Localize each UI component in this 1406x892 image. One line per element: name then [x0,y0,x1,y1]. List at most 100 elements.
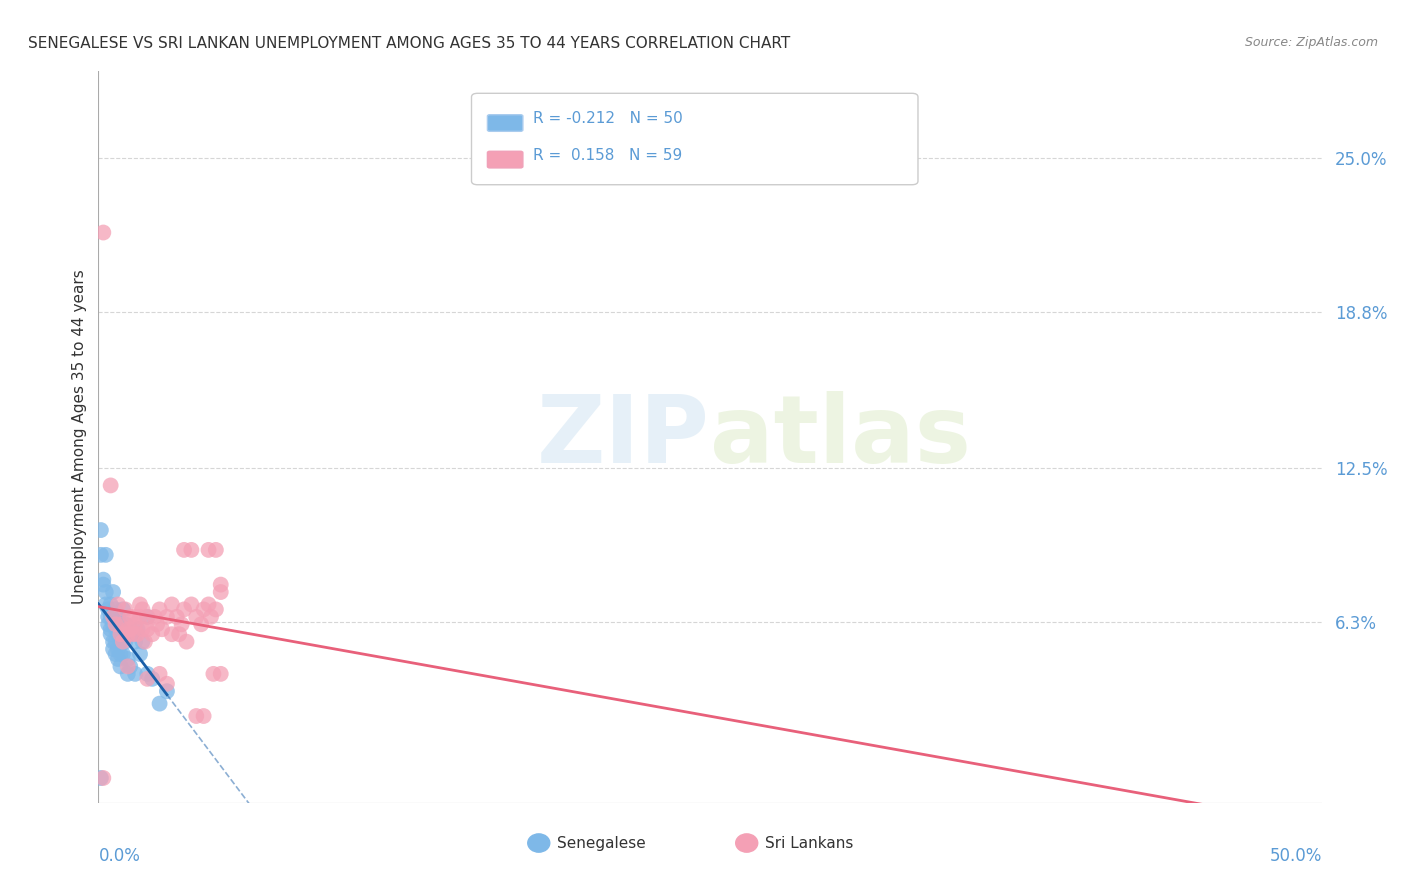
Point [156,684,179,698]
Point [101,617,124,632]
Point [120,627,142,641]
Point [101,634,124,648]
Point [205,542,228,557]
Point [186,610,208,624]
Point [149,697,172,711]
FancyBboxPatch shape [488,115,523,131]
Point [91,577,114,591]
Point [97,602,120,616]
Point [129,598,152,612]
FancyBboxPatch shape [471,94,918,185]
Point [124,617,146,632]
Point [205,602,228,616]
Point [107,598,129,612]
Point [197,598,219,612]
Point [156,610,179,624]
Point [97,617,120,632]
Point [186,709,208,723]
Point [114,617,136,632]
Point [170,617,193,632]
Text: Sri Lankans: Sri Lankans [765,836,853,851]
Point [136,672,159,686]
Point [129,647,152,661]
Point [100,598,122,612]
Point [149,602,172,616]
Point [173,542,195,557]
Point [101,585,124,599]
Point [160,598,183,612]
Ellipse shape [735,834,758,852]
Point [97,610,120,624]
Point [101,642,124,657]
Point [136,610,159,624]
Point [107,642,129,657]
Point [110,617,132,632]
Point [146,617,169,632]
Point [110,627,132,641]
Point [193,602,215,616]
Point [100,622,122,636]
Point [141,627,163,641]
Point [104,602,127,616]
Point [100,478,122,492]
Point [91,573,114,587]
Point [100,627,122,641]
Point [104,617,127,632]
Point [117,622,139,636]
Point [104,622,127,636]
Point [90,771,112,785]
Point [94,585,117,599]
Point [180,542,202,557]
Point [209,577,232,591]
Text: 50.0%: 50.0% [1270,847,1322,864]
Point [134,634,156,648]
Point [136,610,159,624]
Text: Source: ZipAtlas.com: Source: ZipAtlas.com [1244,36,1378,49]
Point [131,634,153,648]
Text: 0.0%: 0.0% [98,847,141,864]
Point [117,666,139,681]
Point [124,666,146,681]
Point [136,666,159,681]
Point [111,647,134,661]
Point [131,622,153,636]
Text: ZIP: ZIP [537,391,710,483]
Point [156,677,179,691]
Point [149,666,172,681]
Text: atlas: atlas [710,391,972,483]
Point [160,627,183,641]
Point [167,627,190,641]
Point [114,602,136,616]
Point [176,634,198,648]
Point [111,627,134,641]
Point [117,652,139,666]
Ellipse shape [527,834,550,852]
Point [120,622,142,636]
Point [143,610,166,624]
Point [111,617,134,632]
Point [91,226,114,240]
Point [129,610,152,624]
Point [110,634,132,648]
Point [197,542,219,557]
Point [173,602,195,616]
Point [141,672,163,686]
Point [209,585,232,599]
Point [166,610,188,624]
Point [117,627,139,641]
Point [104,647,127,661]
Text: Senegalese: Senegalese [557,836,645,851]
Point [200,610,222,624]
Point [193,709,215,723]
Point [111,602,134,616]
Point [202,666,225,681]
Point [100,610,122,624]
Point [124,610,146,624]
Point [110,659,132,673]
Point [127,627,149,641]
Point [101,610,124,624]
Point [110,647,132,661]
Point [120,610,142,624]
Point [127,622,149,636]
FancyBboxPatch shape [488,152,523,168]
